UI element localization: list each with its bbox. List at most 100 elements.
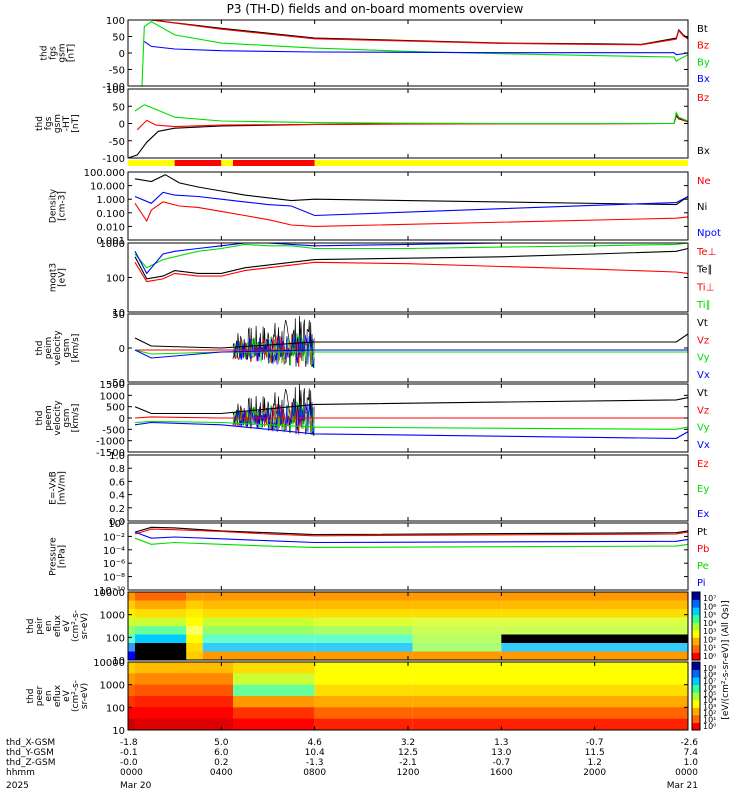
y-axis-label: eflux: [53, 614, 63, 637]
y-axis-label: [nT]: [67, 44, 77, 62]
spectrogram-cell: [128, 718, 135, 731]
xaxis-row-label: thd_Y-GSM: [6, 748, 54, 758]
spectrogram-cell: [128, 696, 135, 708]
colorbar-cell: [692, 684, 700, 693]
xaxis-value: -2.6: [680, 738, 698, 748]
spectrogram-cell: [501, 634, 688, 644]
spectrogram-cell: [128, 662, 135, 674]
y-tick-label: 1.000: [96, 195, 125, 206]
series-line-Bx: [127, 114, 689, 159]
spectrogram-cell: [314, 634, 413, 644]
colorbar-cell: [692, 722, 700, 731]
mode-bar-segment: [233, 160, 315, 166]
colorbar-cell: [692, 652, 700, 661]
series-line-Bz: [135, 19, 689, 46]
y-tick-label: 0.4: [109, 491, 125, 502]
spectrogram-cell: [135, 609, 187, 618]
colorbar-frame: [691, 591, 701, 661]
legend-entry: Vz: [697, 405, 709, 416]
legend-entry: Vx: [697, 370, 710, 381]
colorbar-tick-label: 10⁴: [703, 696, 716, 705]
colorbar-tick-label: 10⁶: [703, 683, 716, 692]
xaxis-value: 1.0: [684, 758, 699, 768]
y-axis-label: (cm²-s-: [71, 610, 81, 642]
legend-entry: Bt: [697, 24, 708, 35]
xaxis-value: 7.4: [684, 748, 699, 758]
spectrogram-cell: [412, 643, 502, 652]
spectrogram-cell: [186, 634, 203, 644]
xaxis-value: 1.3: [494, 738, 508, 748]
colorbar-cell: [692, 707, 700, 716]
y-axis-label: [nT]: [71, 114, 81, 132]
spectrogram-cell: [501, 592, 688, 601]
colorbar-cell: [692, 614, 700, 623]
spectrogram-cell: [135, 684, 233, 697]
spectrogram-cell: [135, 626, 187, 635]
spectrogram-cell: [202, 634, 315, 644]
series-line-Pi: [134, 531, 689, 544]
y-axis-label: (cm²-s-: [71, 680, 81, 712]
y-tick-label: 10: [112, 726, 125, 737]
spectrogram-cell: [412, 662, 688, 674]
y-axis-label: -HT: [62, 115, 72, 131]
y-tick-label: 10000: [93, 658, 125, 669]
y-tick-label: 100.000: [84, 168, 125, 179]
y-tick-label: -500: [102, 425, 125, 436]
spectrogram-cell: [186, 609, 203, 618]
legend-entry: Pb: [697, 544, 709, 555]
series-line-Vt: [134, 333, 689, 349]
y-tick-label: 100: [106, 85, 125, 96]
spectrogram-cell: [128, 673, 135, 686]
spectrogram-cell: [233, 662, 315, 674]
y-axis-label: peem: [44, 405, 54, 431]
y-axis-label: gsm: [62, 338, 72, 357]
y-axis-label: [km/s]: [71, 404, 81, 433]
series-line-Vy: [134, 420, 689, 430]
legend-entry: Vy: [697, 423, 710, 434]
xaxis-value: 5.0: [214, 738, 229, 748]
legend-entry: Vy: [697, 353, 710, 364]
xaxis-date: Mar 20: [120, 781, 152, 791]
colorbar-cell: [692, 599, 700, 608]
mode-bar-segment: [128, 160, 175, 166]
series-line-Pt: [134, 526, 689, 536]
y-tick-label: 1000: [100, 611, 125, 622]
colorbar-cell: [692, 677, 700, 686]
legend-entry: Ti⊥: [696, 282, 714, 293]
xaxis-row-label: thd_Z-GSM: [6, 758, 55, 768]
y-axis-label: fgs: [44, 116, 54, 130]
spectrogram-cell: [412, 626, 502, 635]
spectrogram-cell: [412, 651, 502, 661]
spectrogram-cell: [412, 673, 688, 686]
colorbar-cell: [692, 644, 700, 653]
spectrogram-cell: [233, 718, 315, 731]
series-line-Ni: [134, 174, 689, 206]
legend-entry: Te⊥: [696, 247, 716, 258]
y-tick-label: 100: [106, 274, 125, 285]
series-line-Vx: [134, 421, 689, 439]
noise-trace: [232, 402, 315, 435]
colorbar-cell: [692, 629, 700, 638]
y-tick-label: 10⁰: [108, 519, 125, 530]
colorbar-tick-label: 10³: [703, 703, 716, 712]
spectrogram-cell: [501, 600, 688, 610]
spectrogram-cell: [314, 600, 413, 610]
legend-entry: Pt: [697, 527, 707, 538]
y-axis-label: thd: [35, 116, 45, 131]
xaxis-row-label: hhmm: [6, 768, 35, 778]
spectrogram-cell: [128, 684, 135, 697]
colorbar-tick-label: 10⁵: [703, 690, 716, 699]
y-axis-label: [cm-3]: [58, 191, 68, 221]
spectrogram-cell: [135, 643, 187, 652]
spectrogram-cell: [314, 673, 413, 686]
spectrogram-cell: [135, 651, 187, 661]
legend-entry: Bz: [697, 41, 709, 52]
legend-entry: Bx: [697, 74, 710, 85]
spectrogram-cell: [314, 609, 413, 618]
xaxis-value: 13.0: [491, 748, 511, 758]
spectrogram-cell: [314, 684, 413, 697]
colorbar-tick-label: 10⁰: [703, 722, 716, 731]
y-tick-label: 10⁻⁸: [103, 573, 125, 584]
y-tick-label: 500: [106, 403, 125, 414]
series-line-Bz: [136, 112, 689, 131]
